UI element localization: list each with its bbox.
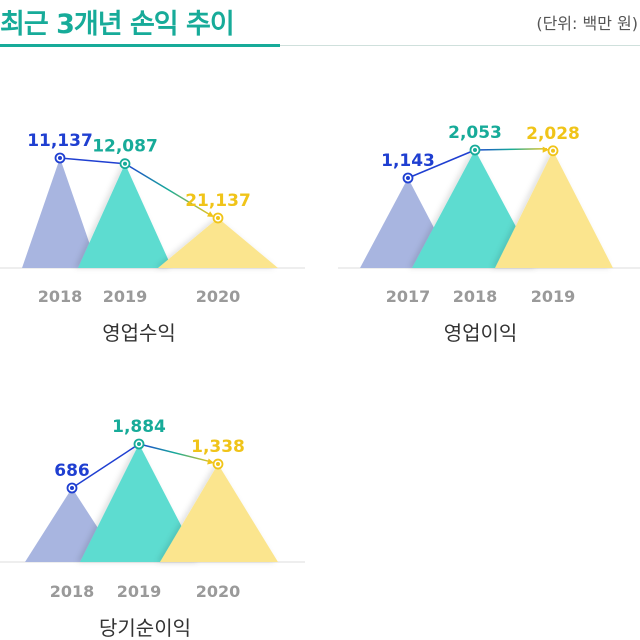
year-label-2018: 2018 bbox=[50, 582, 95, 601]
unit-label: (단위: 백만 원) bbox=[536, 14, 638, 33]
year-label-2020: 2020 bbox=[196, 582, 241, 601]
chart-title: 영업수익 bbox=[102, 321, 176, 345]
data-label-2018: 686 bbox=[54, 461, 90, 481]
bar-triangle-2020 bbox=[160, 464, 278, 562]
data-label-2018: 11,137 bbox=[27, 131, 93, 151]
data-label-2019: 2,028 bbox=[526, 124, 580, 144]
data-point-dot bbox=[473, 148, 477, 152]
trend-arrow-icon bbox=[207, 211, 214, 217]
year-label-2019: 2019 bbox=[103, 287, 148, 306]
page-title: 최근 3개년 손익 추이 bbox=[0, 9, 235, 40]
bar-triangle-2018 bbox=[412, 150, 538, 268]
data-point-dot bbox=[406, 176, 410, 180]
chart-title: 영업이익 bbox=[444, 321, 518, 345]
year-label-2020: 2020 bbox=[196, 287, 241, 306]
data-label-2019: 12,087 bbox=[92, 137, 158, 157]
data-point-dot bbox=[216, 462, 220, 467]
data-point-dot bbox=[216, 216, 220, 220]
chart-panel-2: 1,143 2,053 2,028 2017 2018 2019 영업이익 bbox=[338, 123, 640, 345]
bar-triangle-2018 bbox=[22, 158, 98, 268]
year-label-2019: 2019 bbox=[117, 582, 162, 601]
title-divider bbox=[280, 45, 640, 46]
data-point-dot bbox=[551, 148, 555, 153]
data-label-2018: 2,053 bbox=[448, 123, 502, 143]
data-point-dot bbox=[123, 161, 127, 166]
trend-line-segment bbox=[474, 148, 548, 151]
trend-arrow-icon bbox=[542, 146, 549, 153]
year-label-2017: 2017 bbox=[386, 287, 431, 306]
data-label-2019: 1,884 bbox=[112, 417, 166, 437]
data-label-2017: 1,143 bbox=[381, 151, 435, 171]
data-point-dot bbox=[58, 156, 62, 160]
year-label-2018: 2018 bbox=[38, 287, 83, 306]
trend-line-segment bbox=[124, 163, 213, 217]
bar-triangle-2019 bbox=[78, 163, 172, 268]
trend-line-segment bbox=[407, 149, 476, 179]
data-point-dot bbox=[70, 486, 74, 490]
trend-arrow-icon bbox=[207, 458, 214, 465]
year-label-2018: 2018 bbox=[453, 287, 498, 306]
title-underline bbox=[0, 44, 280, 47]
trend-line-segment bbox=[71, 443, 140, 489]
chart-panel-1: 11,137 12,087 21,137 2018 2019 2020 영업수익 bbox=[0, 131, 305, 345]
bar-triangle-2019 bbox=[495, 150, 613, 268]
trend-line-segment bbox=[59, 157, 126, 165]
bar-triangle-2019 bbox=[80, 444, 200, 562]
year-label-2019: 2019 bbox=[531, 287, 576, 306]
bar-triangle-2020 bbox=[158, 218, 278, 268]
trend-line-segment bbox=[138, 443, 213, 463]
chart-title: 당기순이익 bbox=[99, 616, 191, 640]
data-label-2020: 1,338 bbox=[191, 437, 245, 457]
chart-panel-3: 686 1,884 1,338 2018 2019 2020 당기순이익 bbox=[0, 417, 305, 640]
data-point-dot bbox=[137, 442, 141, 446]
data-label-2020: 21,137 bbox=[185, 191, 251, 211]
